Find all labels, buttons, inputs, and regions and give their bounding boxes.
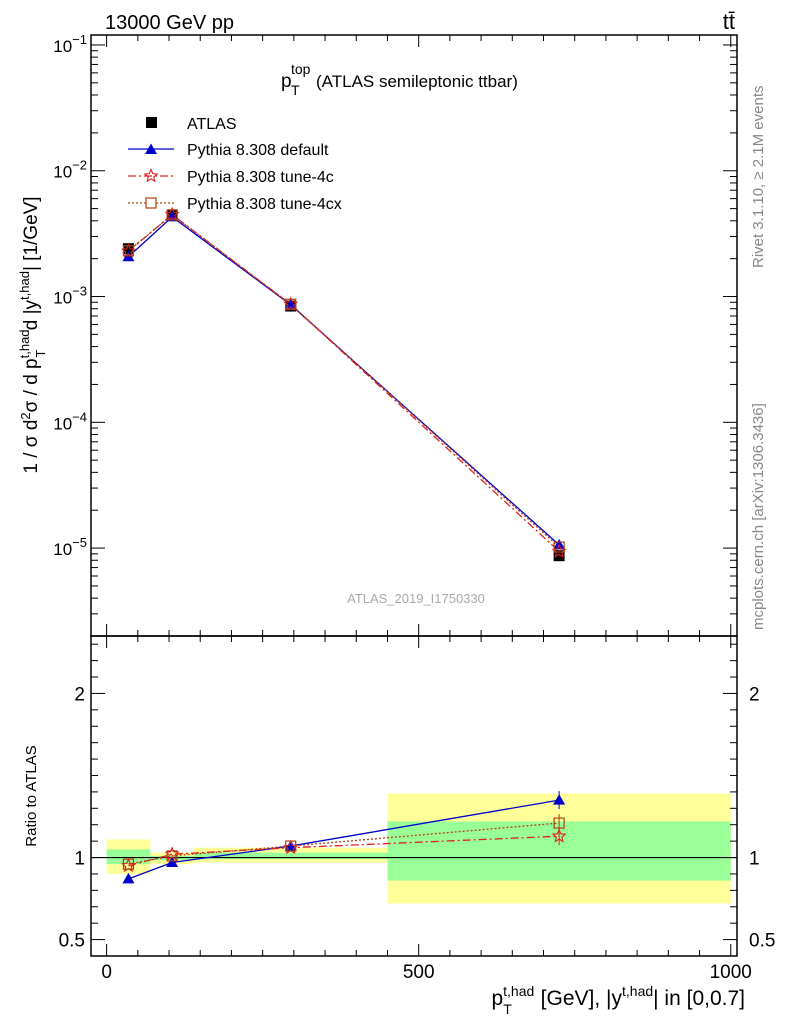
- ratio-y-tick-label-right: 1: [749, 849, 760, 870]
- title-rest: (ATLAS semileptonic ttbar): [316, 72, 518, 91]
- ratio-y-tick-labels: 0.5 0.5 1 1 2 2: [59, 684, 776, 951]
- ratio-y-tick-label: 1: [74, 849, 85, 870]
- ratio-marker-2: [122, 858, 135, 870]
- ratio-marker-2: [166, 850, 178, 862]
- x-tick-label: 0: [101, 962, 112, 983]
- main-marker-3: [285, 298, 297, 310]
- legend-label-tune4cx: Pythia 8.308 tune-4cx: [187, 196, 342, 213]
- mcplots-label: mcplots.cern.ch [arXiv:1306.3436]: [750, 403, 767, 630]
- ratio-series-line-0: [128, 799, 560, 880]
- title-sup: top: [291, 61, 311, 77]
- main-y-axis-label: 1 / σ d2σ / d pt,hadT d |yt,had| [1/GeV]: [17, 196, 48, 473]
- plot-title: p: [281, 71, 292, 92]
- process-label: tt̄: [723, 9, 735, 34]
- x-tick-label: 500: [403, 962, 435, 983]
- legend-entry-default: Pythia 8.308 default: [128, 142, 329, 159]
- ratio-y-tick-label-right: 0.5: [749, 931, 775, 952]
- ratio-series-line-1: [128, 835, 560, 867]
- main-series-line-1: [128, 216, 560, 546]
- main-marker-0: [553, 550, 565, 562]
- main-y-tick-label: 10−4: [53, 409, 87, 433]
- main-marker-3: [166, 209, 178, 221]
- legend-label-default: Pythia 8.308 default: [187, 142, 329, 159]
- main-y-tick-label: 10−5: [53, 535, 87, 559]
- ratio-x-tick-labels: 0 500 1000: [101, 962, 752, 983]
- ratio-uncertainty-bands: [106, 793, 731, 904]
- ratio-band-stat-0: [106, 849, 151, 865]
- ratio-marker-0: [122, 872, 135, 884]
- main-marker-0: [122, 243, 134, 255]
- legend-marker-default: [145, 143, 157, 154]
- energy-label: 13000 GeV pp: [105, 12, 234, 34]
- main-y-tick-label: 10−3: [53, 284, 87, 308]
- ratio-panel: 0.5 0.5 1 1 2 2 0 500 1000 Ratio to ATLAS pt,ha…: [23, 635, 776, 1017]
- main-marker-3: [553, 541, 565, 553]
- title-sub: T: [291, 82, 300, 98]
- ratio-axis-ticks: [91, 636, 737, 957]
- legend-label-tune4c: Pythia 8.308 tune-4c: [187, 169, 334, 186]
- ratio-y-tick-label: 0.5: [59, 931, 85, 952]
- analysis-watermark: ATLAS_2019_I1750330: [347, 591, 485, 606]
- ratio-y-tick-label: 2: [74, 684, 85, 705]
- main-y-tick-labels: 10−1 10−2 10−3 10−4 10−5: [53, 32, 87, 559]
- legend-marker-atlas: [146, 117, 157, 128]
- legend-label-atlas: ATLAS: [187, 116, 237, 133]
- legend-entry-atlas: ATLAS: [146, 116, 237, 133]
- main-y-tick-label: 10−1: [53, 32, 87, 56]
- title-base: p: [281, 71, 292, 92]
- main-series-markers: [120, 206, 567, 562]
- legend-marker-tune4c: [143, 168, 159, 183]
- x-tick-label: 1000: [710, 962, 752, 983]
- ratio-y-tick-label-right: 2: [749, 684, 760, 705]
- main-series-line-3: [128, 214, 560, 548]
- ratio-y-axis-label: Ratio to ATLAS: [23, 745, 40, 846]
- main-panel: 10−1 10−2 10−3 10−4 10−5 p top T (ATLAS semi…: [17, 32, 738, 637]
- legend: ATLAS Pythia 8.308 default Pythia 8.308 …: [128, 116, 342, 213]
- rivet-label: Rivet 3.1.10, ≥ 2.1M events: [750, 86, 767, 269]
- legend-entry-tune4c: Pythia 8.308 tune-4c: [128, 168, 334, 186]
- main-axis-ticks: [91, 35, 737, 637]
- ratio-series-markers: [120, 791, 567, 884]
- main-y-tick-label: 10−2: [53, 158, 87, 182]
- main-series-line-2: [128, 213, 560, 552]
- legend-marker-tune4cx: [145, 197, 157, 209]
- ratio-marker-2: [285, 840, 297, 852]
- main-series-lines: [128, 213, 560, 552]
- x-axis-label: pt,had T [GeV], |yt,had| in [0,0.7]: [491, 983, 745, 1017]
- ratio-marker-0: [166, 856, 179, 867]
- ratio-series-lines: [128, 799, 560, 880]
- legend-entry-tune4cx: Pythia 8.308 tune-4cx: [128, 196, 342, 213]
- ratio-frame: [90, 635, 738, 957]
- ratio-band-stat-2: [193, 852, 388, 860]
- main-marker-3: [122, 245, 135, 257]
